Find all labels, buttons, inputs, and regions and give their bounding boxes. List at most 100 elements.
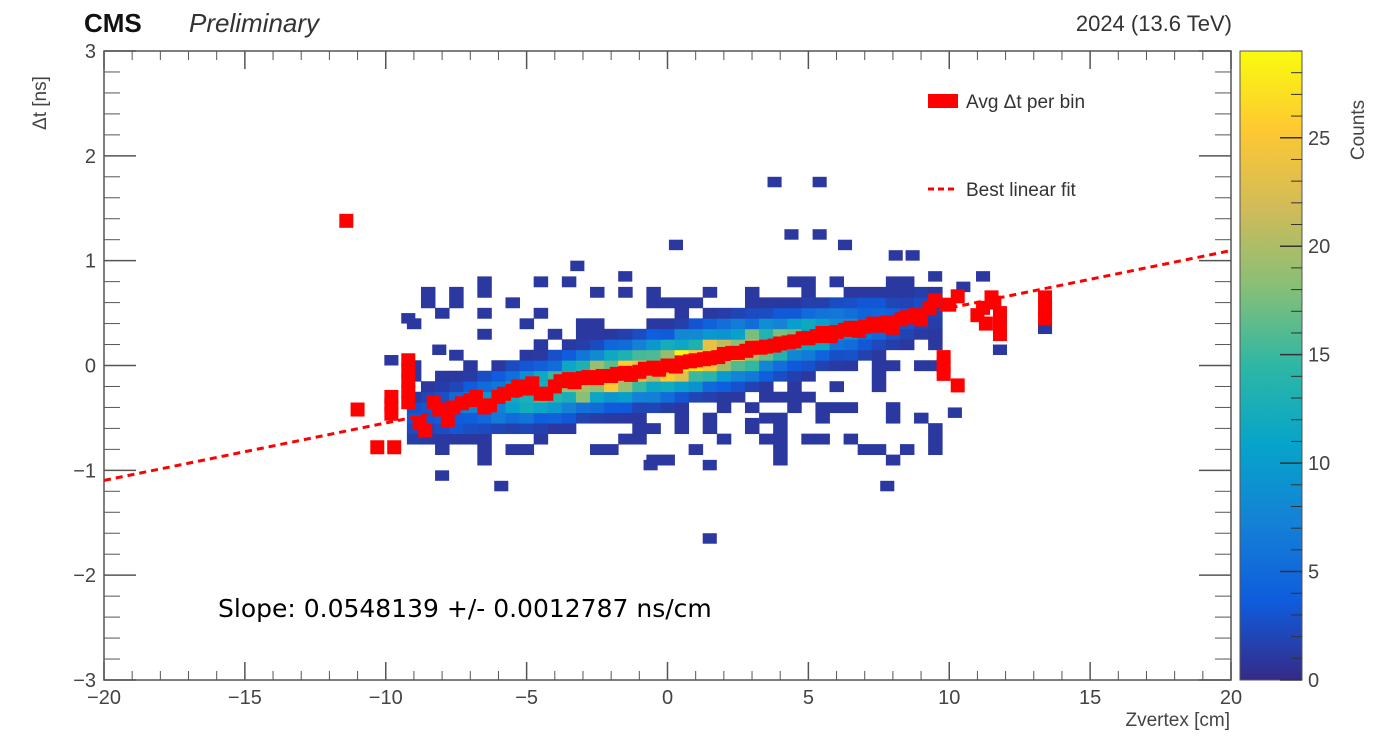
heatmap-bin	[744, 307, 760, 319]
heatmap-bin	[730, 381, 746, 393]
heatmap-bin	[575, 349, 591, 361]
heatmap-bin	[773, 360, 788, 372]
heatmap-bin	[730, 391, 746, 403]
heatmap-bin	[787, 381, 802, 393]
profile-marker	[387, 440, 402, 455]
heatmap-bin-outlier	[494, 480, 509, 492]
heatmap-bin	[491, 381, 506, 393]
profile-marker	[401, 395, 416, 410]
y-tick-label: 3	[85, 41, 96, 63]
heatmap-bin	[674, 349, 690, 361]
heatmap-bin	[660, 454, 675, 466]
heatmap-bin	[491, 412, 506, 424]
heatmap-bin	[646, 328, 661, 340]
heatmap-bin-outlier	[384, 355, 399, 366]
heatmap-bin	[674, 402, 690, 414]
heatmap-bin	[716, 318, 732, 330]
heatmap-bin-outlier	[812, 176, 827, 188]
heatmap-bin	[477, 276, 492, 288]
heatmap-bin	[688, 370, 704, 382]
heatmap-bin	[604, 339, 619, 351]
heatmap-bin	[829, 339, 844, 351]
profile-marker	[350, 402, 365, 417]
heatmap-bin	[477, 370, 492, 382]
heatmap-bin	[435, 307, 450, 319]
heatmap-bin	[773, 370, 788, 382]
status-label: Preliminary	[189, 8, 321, 38]
heatmap-bin	[449, 433, 464, 445]
heatmap-bin	[843, 349, 859, 361]
colorbar-tick-label: 0	[1308, 670, 1319, 692]
x-tick-label: −20	[87, 687, 121, 709]
heatmap-bin-outlier	[668, 239, 683, 251]
profile-marker	[418, 423, 433, 438]
heatmap-bin	[787, 370, 802, 382]
heatmap-bin	[660, 318, 675, 330]
heatmap-bin	[801, 391, 816, 403]
heatmap-bin	[759, 433, 774, 445]
heatmap-bin-outlier	[976, 271, 991, 282]
heatmap-bin	[815, 297, 830, 309]
heatmap-bin	[618, 349, 633, 361]
heatmap-bin	[744, 297, 760, 309]
heatmap-bin	[477, 433, 492, 445]
heatmap-bin	[618, 381, 633, 393]
heatmap-bin	[759, 297, 774, 309]
heatmap-bin-outlier	[837, 239, 853, 251]
heatmap-bin	[730, 328, 746, 340]
heatmap-bin	[702, 318, 718, 330]
heatmap-bin	[618, 402, 633, 414]
heatmap-bin	[899, 444, 915, 456]
heatmap-bin	[533, 423, 549, 435]
heatmap-bin	[674, 297, 690, 309]
heatmap-bin	[519, 349, 535, 361]
heatmap-bin	[871, 297, 887, 309]
heatmap-bin-outlier	[401, 313, 416, 324]
heatmap-bin-outlier	[643, 459, 658, 471]
heatmap-bin	[618, 286, 633, 298]
heatmap-bin	[561, 339, 577, 351]
heatmap-bin	[519, 391, 535, 403]
heatmap-bin	[744, 423, 760, 435]
heatmap-bin	[899, 286, 915, 298]
heatmap-bin	[928, 444, 943, 456]
heatmap-bin	[590, 444, 605, 456]
heatmap-bin	[730, 307, 746, 319]
heatmap-bin	[575, 318, 591, 330]
heatmap-bin	[871, 328, 887, 340]
heatmap-bin	[914, 412, 929, 424]
heatmap-bin	[590, 412, 605, 424]
heatmap-bin	[744, 318, 760, 330]
x-tick-label: 10	[938, 687, 960, 709]
heatmap-bin	[463, 370, 478, 382]
heatmap-bin	[928, 318, 943, 330]
heatmap-bin	[773, 349, 788, 361]
heatmap-bin	[815, 360, 830, 372]
heatmap-bin	[618, 328, 633, 340]
heatmap-bin	[449, 423, 464, 435]
heatmap-bin-outlier	[702, 459, 717, 471]
slope-annotation: Slope: 0.0548139 +/- 0.0012787 ns/cm	[218, 594, 712, 623]
heatmap-bin	[477, 444, 492, 456]
heatmap-bin	[885, 360, 901, 372]
heatmap-bin	[702, 381, 718, 393]
heatmap-bin	[787, 276, 802, 288]
heatmap-bin-outlier	[947, 407, 962, 418]
heatmap-bin	[871, 349, 887, 361]
heatmap-bin	[688, 381, 704, 393]
heatmap-bin	[463, 412, 478, 424]
heatmap-bin	[914, 286, 929, 298]
heatmap-bin	[716, 328, 732, 340]
heatmap-bin	[618, 391, 633, 403]
heatmap-bin	[561, 391, 577, 403]
heatmap-bin	[815, 412, 830, 424]
profile-marker	[339, 213, 354, 228]
heatmap-bin	[702, 370, 718, 382]
heatmap-bin	[660, 370, 675, 382]
heatmap-bin	[435, 370, 450, 382]
heatmap-bin	[773, 454, 788, 466]
heatmap-bin	[406, 433, 422, 445]
profile-marker	[1038, 311, 1053, 326]
heatmap-bin	[632, 402, 647, 414]
heatmap-bin	[857, 444, 873, 456]
